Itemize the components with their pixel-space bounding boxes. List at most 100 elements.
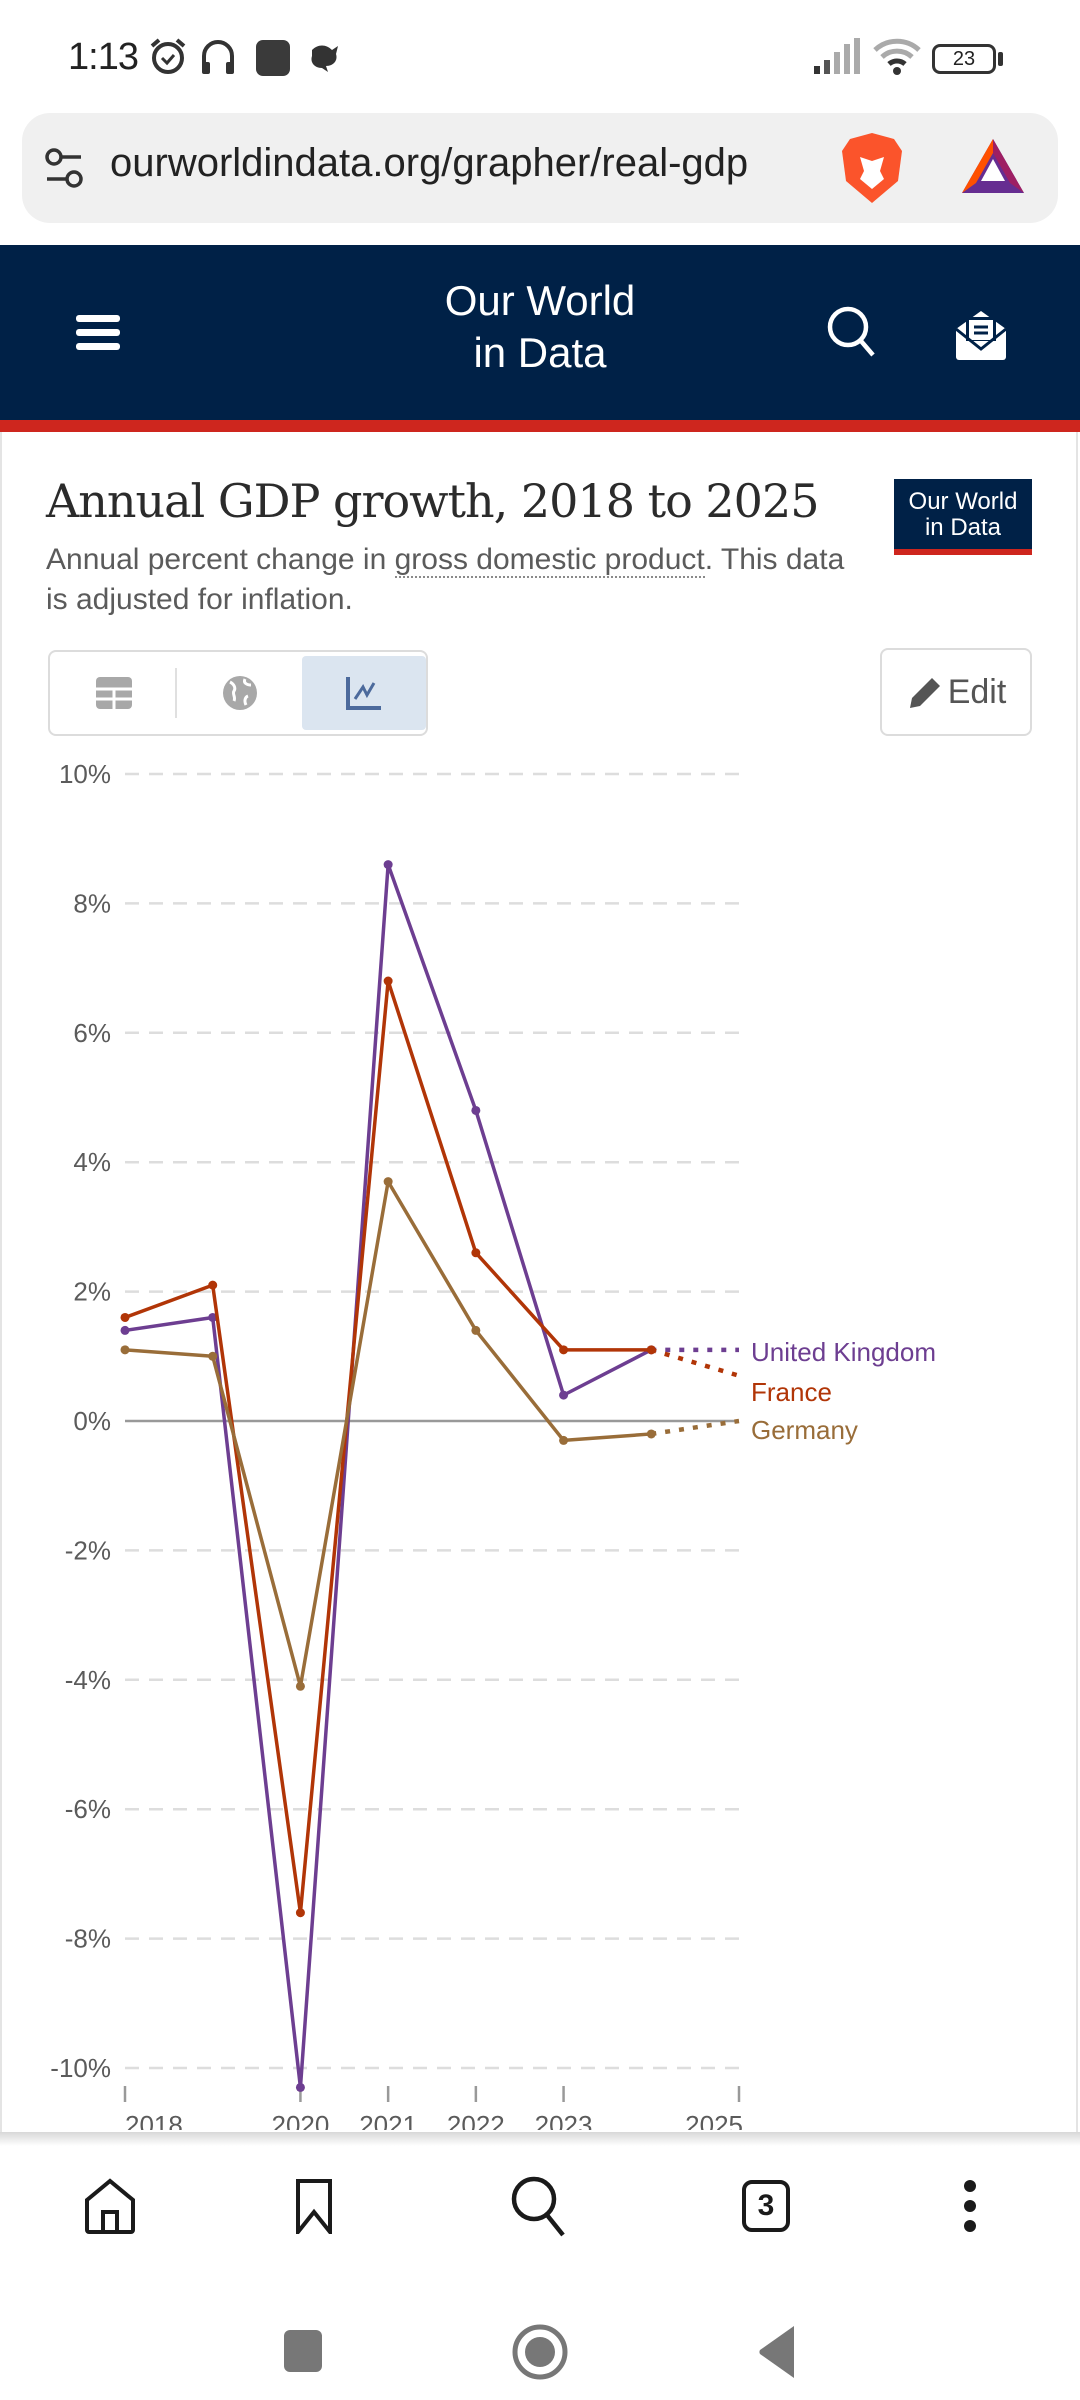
- bookmark-icon: [296, 2179, 332, 2234]
- signal-icon: [814, 38, 860, 74]
- line-chart: 10% 8% 6% 4% 2% 0% -2% -4% -6% -8% -10% 2018 2020 202…: [50, 759, 936, 2130]
- tab-map[interactable]: [178, 656, 302, 730]
- x-tick-label: 2022: [447, 2110, 505, 2130]
- legend-label: United Kingdom: [751, 1337, 936, 1367]
- battery-icon: 23: [932, 44, 996, 74]
- data-point: [383, 1177, 393, 1187]
- y-tick-label: 10%: [59, 759, 111, 789]
- brave-rewards-icon[interactable]: [960, 137, 1026, 197]
- data-point: [471, 1325, 481, 1335]
- y-tick-label: 0%: [73, 1406, 111, 1436]
- site-logo[interactable]: Our World in Data: [0, 275, 1080, 379]
- tabs-button[interactable]: 3: [706, 2146, 826, 2266]
- nav-shadow: [0, 2132, 1080, 2146]
- y-tick-label: 2%: [73, 1277, 111, 1307]
- url-input[interactable]: ourworldindata.org/grapher/real-gdp: [110, 141, 749, 185]
- header-accent-bar: [0, 420, 1080, 432]
- series-line-germany: [124, 1179, 652, 1689]
- data-point: [120, 1312, 130, 1322]
- data-point: [208, 1280, 218, 1290]
- bird-icon: [311, 45, 338, 72]
- gdp-definition-link[interactable]: gross domestic product: [394, 543, 705, 578]
- home-nav-button[interactable]: [512, 2324, 568, 2380]
- badge-line1: Our World: [908, 488, 1018, 515]
- url-bar[interactable]: ourworldindata.org/grapher/real-gdp: [22, 113, 1058, 223]
- y-tick-label: -4%: [65, 1665, 111, 1695]
- subscribe-icon[interactable]: [954, 307, 1008, 361]
- site-header: Our World in Data: [0, 245, 1080, 420]
- home-button[interactable]: [50, 2146, 170, 2266]
- data-point: [471, 1105, 481, 1115]
- recents-button[interactable]: [284, 2330, 322, 2372]
- search-button[interactable]: [480, 2146, 600, 2266]
- status-time: 1:13: [68, 36, 139, 78]
- site-logo-line1: Our World: [444, 277, 636, 324]
- series-line-united-kingdom: [124, 862, 653, 2090]
- site-settings-icon[interactable]: [44, 147, 84, 191]
- home-icon: [85, 2178, 135, 2234]
- edit-label: Edit: [947, 672, 1007, 711]
- more-vertical-icon: [964, 2180, 976, 2232]
- series-layer: [120, 860, 740, 2092]
- data-point: [559, 1390, 569, 1400]
- browser-toolbar: 3: [0, 2146, 1080, 2276]
- headphones-icon: [202, 40, 234, 74]
- projection-line: [650, 1418, 740, 1437]
- x-tick-label: 2023: [535, 2110, 593, 2130]
- data-point: [559, 1435, 569, 1445]
- y-tick-label: 6%: [73, 1018, 111, 1048]
- back-button[interactable]: [756, 2324, 796, 2380]
- y-tick-label: 8%: [73, 888, 111, 918]
- x-tick-label: 2021: [359, 2110, 417, 2130]
- search-icon: [511, 2176, 565, 2237]
- x-tick-label: 2025: [685, 2110, 743, 2130]
- site-logo-line2: in Data: [473, 329, 607, 376]
- y-tick-label: -2%: [65, 1535, 111, 1565]
- edit-button[interactable]: Edit: [880, 648, 1032, 736]
- data-point: [383, 976, 393, 986]
- data-point: [295, 1908, 305, 1918]
- data-point: [208, 1351, 218, 1361]
- tab-table[interactable]: [52, 656, 176, 730]
- chart-title: Annual GDP growth, 2018 to 2025: [46, 474, 819, 528]
- x-tick-label: 2020: [272, 2110, 330, 2130]
- menu-icon[interactable]: [76, 313, 122, 353]
- tab-chart[interactable]: [302, 656, 426, 730]
- bookmark-button[interactable]: [254, 2146, 374, 2266]
- data-point: [120, 1345, 130, 1355]
- subtitle-text: Annual percent change in: [46, 543, 395, 576]
- y-tick-label: 4%: [73, 1147, 111, 1177]
- x-tick-label: 2018: [125, 2110, 183, 2130]
- data-point: [559, 1345, 569, 1355]
- more-menu-button[interactable]: [910, 2146, 1030, 2266]
- legend-label: Germany: [751, 1415, 858, 1445]
- y-tick-label: -10%: [50, 2053, 111, 2083]
- chart-subtitle: Annual percent change in gross domestic …: [46, 540, 866, 620]
- owid-logo-badge[interactable]: Our World in Data: [894, 479, 1032, 555]
- subtitle-text-end: . This data is adjusted for inflation.: [46, 543, 845, 616]
- search-icon[interactable]: [826, 305, 878, 361]
- badge-line2: in Data: [924, 514, 1002, 541]
- view-tabs: [48, 650, 428, 736]
- legend-layer: United Kingdom France Germany: [751, 1337, 936, 1445]
- data-point: [646, 1429, 656, 1439]
- grid-layer: 10% 8% 6% 4% 2% 0% -2% -4% -6% -8% -10% 2018 2020 202…: [50, 759, 743, 2130]
- pencil-icon: [909, 678, 940, 708]
- series-line-france: [124, 979, 652, 1915]
- globe-icon: [223, 676, 257, 710]
- wifi-icon: [873, 38, 921, 75]
- data-point: [295, 2082, 305, 2092]
- battery-tip: [998, 52, 1003, 66]
- data-point: [646, 1345, 656, 1355]
- table-icon: [96, 677, 132, 709]
- alarm-icon: [150, 38, 186, 74]
- tab-divider: [175, 668, 177, 718]
- data-point: [208, 1312, 218, 1322]
- data-point: [295, 1681, 305, 1691]
- status-bar: 1:13 23: [0, 0, 1080, 110]
- data-point: [120, 1325, 130, 1335]
- y-tick-label: -6%: [65, 1794, 111, 1824]
- legend-label: France: [751, 1377, 832, 1407]
- brave-shields-icon[interactable]: [840, 131, 904, 205]
- app-square-icon: [256, 40, 290, 76]
